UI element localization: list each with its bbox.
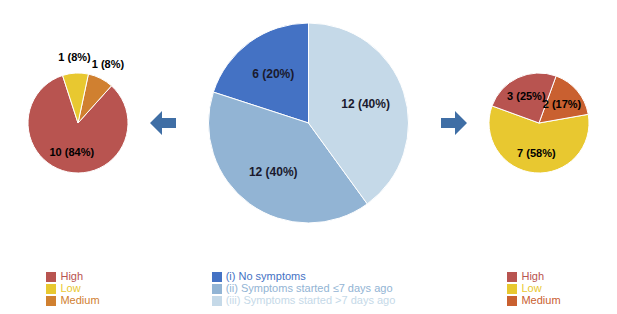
svg-text:1 (8%): 1 (8%) bbox=[92, 58, 125, 70]
svg-text:3 (25%): 3 (25%) bbox=[507, 90, 546, 102]
html-text:High: High bbox=[521, 269, 545, 282]
svg-text:2 (17%): 2 (17%) bbox=[543, 98, 582, 110]
svg-text:12 (40%): 12 (40%) bbox=[341, 97, 390, 111]
html-text:(ii) Symptoms started ≤7 days: (ii) Symptoms started ≤7 days ago bbox=[225, 281, 393, 294]
html-text:Medium: Medium bbox=[60, 293, 100, 306]
html-text:Low: Low bbox=[521, 281, 542, 294]
html-text:(iii) Symptoms started >7 days: (iii) Symptoms started >7 days ago bbox=[225, 293, 396, 306]
svg-text:1 (8%): 1 (8%) bbox=[58, 51, 91, 63]
html-text:High: High bbox=[60, 269, 84, 282]
svg-text:6 (20%): 6 (20%) bbox=[252, 67, 294, 81]
html-text:Medium: Medium bbox=[521, 293, 561, 306]
svg-text:10 (84%): 10 (84%) bbox=[49, 146, 94, 158]
html-text:(i) No symptoms: (i) No symptoms bbox=[225, 269, 306, 282]
svg-text:7 (58%): 7 (58%) bbox=[517, 147, 556, 159]
html-text:Low: Low bbox=[60, 281, 81, 294]
svg-text:12 (40%): 12 (40%) bbox=[249, 165, 298, 179]
